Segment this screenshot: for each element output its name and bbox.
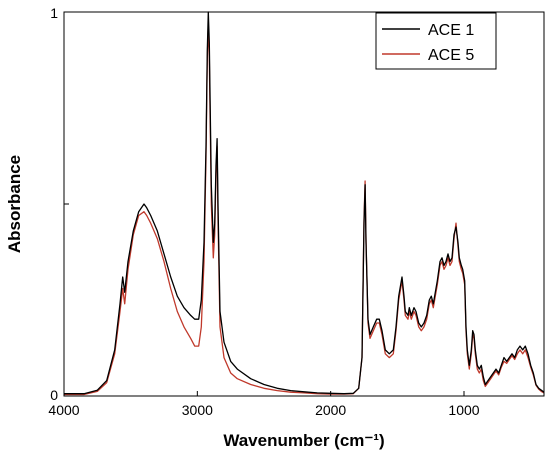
axis-ticks: 4000 3000 2000 1000 0 1 [48, 5, 479, 418]
legend-label-ace-5: ACE 5 [428, 47, 474, 64]
x-axis-title: Wavenumber (cm⁻¹) [223, 431, 384, 450]
legend-label-ace-1: ACE 1 [428, 22, 474, 39]
x-tick-label: 3000 [182, 402, 213, 418]
x-tick-label: 1000 [448, 402, 479, 418]
x-tick-label: 4000 [48, 402, 79, 418]
x-tick-label: 2000 [315, 402, 346, 418]
legend: ACE 1 ACE 5 [375, 12, 497, 70]
y-tick-label: 1 [50, 5, 58, 21]
legend-box [375, 12, 497, 70]
y-tick-label: 0 [50, 387, 58, 403]
series-lines [64, 11, 545, 396]
y-axis-title: Absorbance [5, 155, 24, 253]
series-line-ace-1 [64, 11, 545, 395]
